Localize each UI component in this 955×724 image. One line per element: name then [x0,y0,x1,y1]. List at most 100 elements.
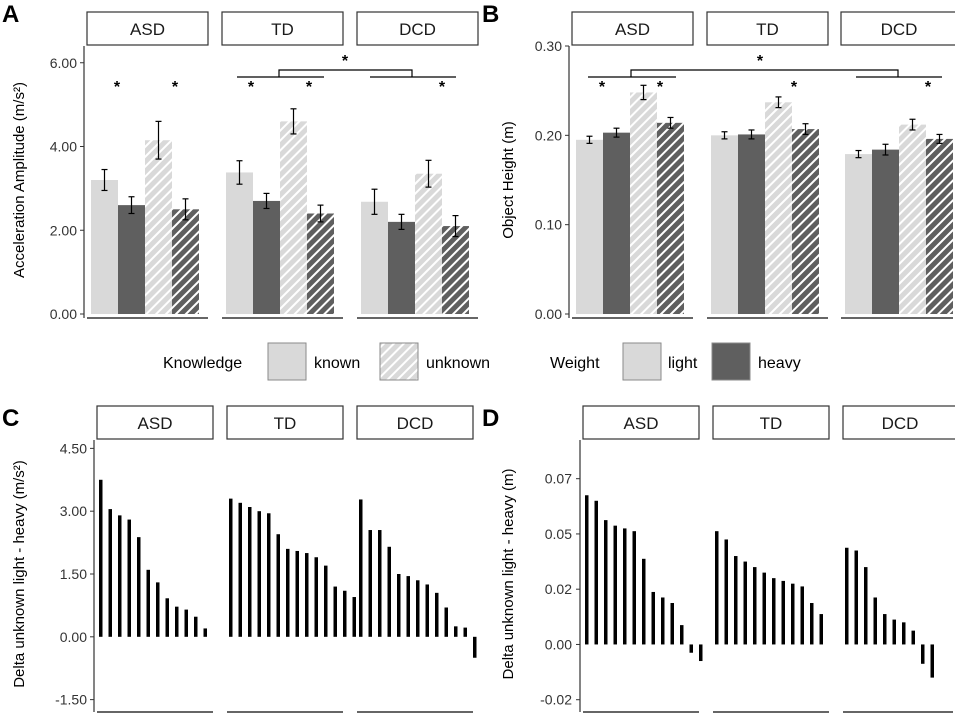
legend-unknown-label: unknown [426,355,490,372]
panel-d-chart: -0.02 0.00 0.02 0.05 0.07 Delta unknown light… [500,405,955,713]
facet-strip-label: TD [760,414,783,433]
bar [307,213,334,314]
legend-weight-title: Weight [550,355,600,372]
bar [442,226,469,314]
bar [576,139,603,314]
bar [91,180,118,314]
y-axis-title: Acceleration Amplitude (m/s²) [11,82,28,278]
bar [165,598,169,637]
facet-strip-label: ASD [624,414,659,433]
bar [899,124,926,314]
panel-a-chart: 0.00 2.00 4.00 6.00 Acceleration Amplitude (… [11,11,479,322]
bar [444,607,448,637]
bar [762,572,766,645]
bar [642,558,646,645]
y-tick-label: 0.05 [545,526,572,542]
y-tick-label: 4.00 [50,139,77,155]
y-tick-label: 0.20 [535,127,562,143]
facet-strip-label: TD [271,20,294,39]
y-tick-label: 0.10 [535,217,562,233]
bar [397,574,401,637]
y-tick-label: 0.07 [545,471,572,487]
y-tick-label: 3.00 [60,503,87,519]
bar [175,606,179,637]
bar [738,134,765,314]
bar [772,578,776,645]
significance-marker: * [342,53,349,70]
bar [295,550,299,637]
bar [118,515,122,637]
bar [753,567,757,645]
bar [630,92,657,314]
facet-strip [842,405,955,440]
bar [734,556,738,645]
bar [711,135,738,314]
bar [238,502,242,637]
panel-b-chart: 0.00 0.10 0.20 0.30 Object Height (m) ASD TD DC… [500,11,955,322]
bar [845,154,872,314]
facet-strip-label: DCD [399,20,436,39]
significance-marker: * [657,79,664,96]
bar [854,550,858,645]
y-tick-label: 6.00 [50,55,77,71]
bar [603,132,630,314]
significance-marker: * [599,79,606,96]
bar [594,500,598,645]
significance-marker: * [791,79,798,96]
bar [632,531,636,645]
panel-letter-c: C [2,405,19,432]
y-tick-label: 0.00 [60,629,87,645]
y-tick-label: 0.00 [50,306,77,322]
bar [930,644,934,678]
y-tick-label: 0.30 [535,38,562,54]
bar [425,584,429,637]
facet-strip [356,11,479,46]
bar [604,520,608,645]
bar [388,221,415,314]
bar [248,507,252,637]
facet-strip [86,11,209,46]
facet-strip-label: DCD [882,414,919,433]
bar [314,557,318,637]
bar [680,625,684,645]
bar [415,173,442,314]
bar [108,509,112,637]
bar [435,592,439,637]
bar [864,567,868,645]
bar [194,616,198,637]
bar [416,580,420,637]
significance-marker: * [925,79,932,96]
significance-marker: * [248,79,255,96]
panel-letter-a: A [2,1,19,28]
bar [800,586,804,645]
bar [463,627,467,637]
bar [359,499,363,637]
facet-strip-label: ASD [615,20,650,39]
bar [203,628,207,637]
bar [137,537,141,637]
bar [286,548,290,637]
bar [926,138,953,314]
bar [845,547,849,645]
panel-letter-d: D [482,405,499,432]
bar [387,546,391,637]
bar [229,498,233,637]
facet-strip [96,405,214,440]
facet-strip [221,11,344,46]
legend-heavy-label: heavy [758,355,801,372]
legend: Knowledge known unknown Weight light hea… [163,342,801,381]
bar [765,102,792,314]
bar [352,597,356,637]
significance-bracket [588,69,942,78]
bar [585,495,589,645]
facet-strip [712,405,830,440]
y-tick-label: 0.00 [535,306,562,322]
bar [911,630,915,645]
bar [791,583,795,645]
bar [305,553,309,637]
facet-strip [840,11,955,46]
y-tick-label: 4.50 [60,440,87,456]
bar [361,201,388,314]
legend-light-label: light [668,355,698,372]
